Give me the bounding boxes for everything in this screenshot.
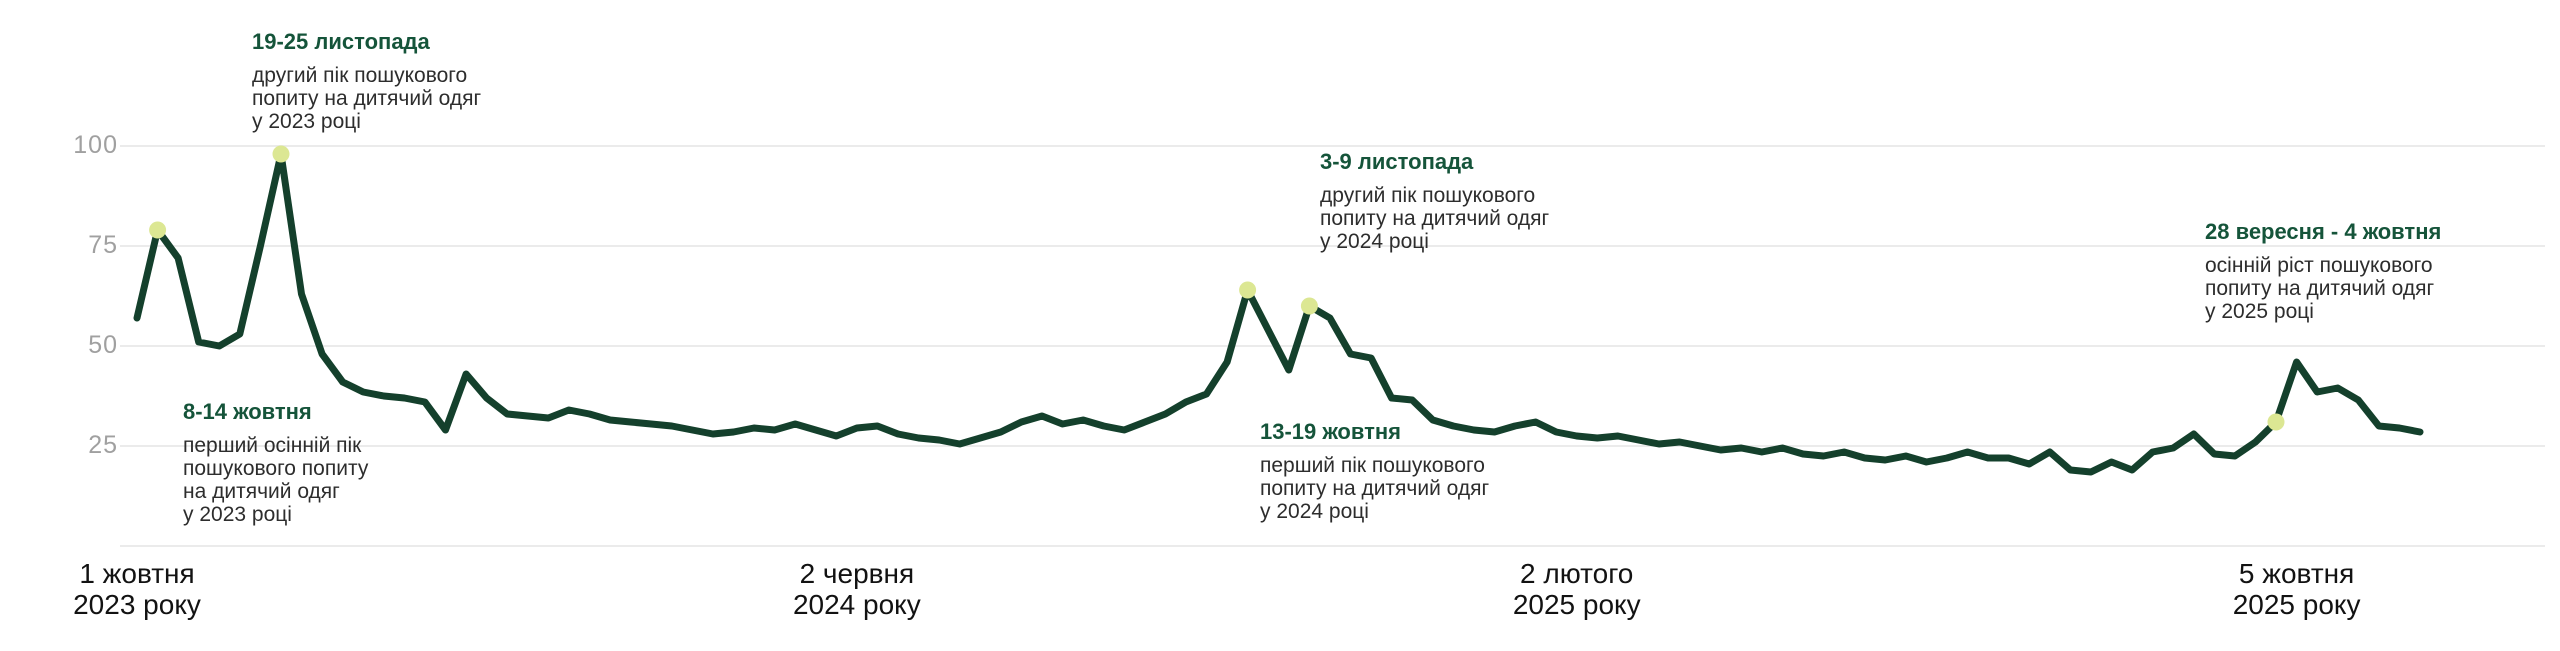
x-axis-label: 1 жовтня 2023 року: [7, 558, 267, 620]
peak-marker: [149, 221, 167, 239]
peak-marker: [2267, 413, 2285, 431]
annotation-body-line: у 2024 році: [1320, 230, 1429, 253]
y-axis-label: 100: [73, 131, 118, 159]
annotation-title: 8-14 жовтня: [183, 399, 312, 424]
annotation-body-line: попиту на дитячий одяг: [2205, 277, 2435, 300]
peak-annotation: 3-9 листопада другий пік пошукового попиту…: [1320, 149, 1550, 254]
x-axis-label-date: 2 червня: [799, 558, 915, 589]
annotation-body-line: осінній ріст пошукового: [2205, 254, 2433, 277]
x-axis-label-date: 2 лютого: [1520, 558, 1634, 589]
x-axis-label: 5 жовтня 2025 року: [2167, 558, 2427, 620]
annotation-body-line: другий пік пошукового: [252, 64, 468, 87]
peak-marker: [1239, 281, 1257, 299]
annotation-body-line: у 2023 році: [252, 110, 361, 133]
trend-line: [133, 150, 2424, 476]
peak-annotation: 8-14 жовтня перший осінній пік пошукового …: [183, 399, 369, 527]
x-axis-label-date: 5 жовтня: [2238, 558, 2355, 589]
x-axis-label-date: 1 жовтня: [79, 558, 195, 589]
peak-annotation: 13-19 жовтня перший пік пошукового попиту …: [1260, 419, 1490, 524]
annotation-body-line: на дитячий одяг: [183, 480, 340, 503]
y-axis-label: 75: [88, 231, 118, 259]
y-axis-label: 50: [88, 331, 118, 359]
annotation-title: 3-9 листопада: [1320, 149, 1474, 174]
annotation-body-line: у 2024 році: [1260, 500, 1369, 523]
annotation-body-line: у 2023 році: [183, 503, 292, 526]
annotation-body-line: у 2025 році: [2205, 300, 2314, 323]
annotation-body-line: попиту на дитячий одяг: [252, 87, 482, 110]
x-axis-label: 2 червня 2024 року: [727, 558, 987, 620]
peak-annotation: 28 вересня - 4 жовтня осінній ріст пошуко…: [2205, 219, 2442, 324]
peak-marker: [1300, 297, 1318, 315]
annotation-title: 19-25 листопада: [252, 29, 430, 54]
annotation-title: 13-19 жовтня: [1260, 419, 1402, 444]
annotation-body-line: попиту на дитячий одяг: [1320, 207, 1550, 230]
annotation-body-line: пошукового попиту: [183, 457, 369, 480]
x-axis-label-year: 2025 року: [2232, 589, 2361, 620]
annotation-body-line: попиту на дитячий одяг: [1260, 477, 1490, 500]
y-axis-label: 25: [88, 431, 118, 459]
annotation-body-line: перший осінній пік: [183, 434, 362, 457]
annotation-title: 28 вересня - 4 жовтня: [2205, 219, 2442, 244]
x-axis-label-year: 2023 року: [73, 589, 201, 620]
x-axis-label-year: 2025 року: [1512, 589, 1641, 620]
peak-marker: [272, 145, 290, 163]
annotation-body-line: другий пік пошукового: [1320, 184, 1536, 207]
annotation-body-line: перший пік пошукового: [1260, 454, 1485, 477]
peak-annotation: 19-25 листопада другий пік пошукового попи…: [252, 29, 482, 134]
x-axis-label: 2 лютого 2025 року: [1447, 558, 1707, 620]
x-axis-label-year: 2024 року: [792, 589, 921, 620]
